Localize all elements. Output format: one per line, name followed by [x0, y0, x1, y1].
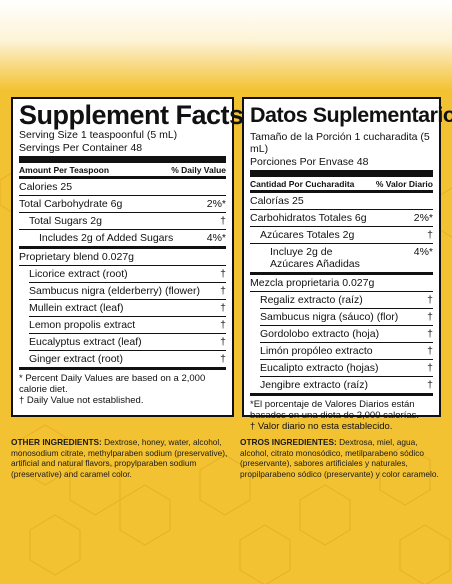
ingredient-value: †: [220, 268, 226, 280]
proprietary-blend-label: Mezcla proprietaria 0.027g: [250, 277, 375, 289]
daily-value-header: % Daily Value: [171, 165, 226, 175]
ingredient-label: Limón propóleo extracto: [260, 345, 373, 357]
calories-row: Calorías 25: [250, 193, 433, 210]
background-top-fade: [0, 0, 452, 90]
ingredient-value: †: [427, 294, 433, 306]
thick-divider: [250, 170, 433, 177]
carbohydrate-row: Total Carbohydrate 6g 2%*: [19, 196, 226, 213]
ingredient-value: †: [220, 285, 226, 297]
sugars-label: Total Sugars 2g: [29, 215, 102, 227]
ingredient-row: Regaliz extracto (raíz) †: [260, 292, 433, 309]
servings-per-container: Servings Per Container 48: [19, 141, 143, 154]
ingredient-label: Eucalipto extracto (hojas): [260, 362, 379, 374]
added-sugars-row: Incluye 2g de Azúcares Añadidas 4%*: [250, 244, 433, 275]
servings-per-container: Porciones Por Envase 48: [250, 155, 369, 168]
panel-title: Supplement Facts: [19, 100, 244, 130]
footnotes: *El porcentaje de Valores Diarios están …: [250, 396, 433, 432]
ingredient-row: Licorice extract (root) †: [29, 266, 226, 283]
ingredient-value: †: [220, 353, 226, 365]
proprietary-blend-label: Proprietary blend 0.027g: [19, 251, 134, 263]
ingredient-label: Jengibre extracto (raíz): [260, 379, 368, 391]
not-established-footnote: † Daily Value not established.: [19, 395, 144, 406]
sugars-row: Azúcares Totales 2g †: [250, 227, 433, 244]
calories-label: Calorías 25: [250, 195, 304, 207]
ingredient-list: Licorice extract (root) † Sambucus nigra …: [19, 266, 226, 367]
carbohydrate-label: Carbohidratos Totales 6g: [250, 212, 367, 224]
amount-header: Cantidad Por Cucharadita: [250, 179, 355, 189]
added-sugars-value: 4%*: [413, 246, 433, 258]
other-ingredients-english: OTHER INGREDIENTS: Dextrose, honey, wate…: [11, 437, 234, 479]
sugars-label: Azúcares Totales 2g: [260, 229, 355, 241]
ingredient-value: †: [220, 336, 226, 348]
ingredient-label: Licorice extract (root): [29, 268, 128, 280]
daily-value-footnote: * Percent Daily Values are based on a 2,…: [19, 373, 206, 395]
other-ingredients-label: OTROS INGREDIENTES:: [240, 437, 337, 447]
ingredient-list: Regaliz extracto (raíz) † Sambucus nigra …: [250, 292, 433, 393]
other-ingredients-text: Dextrose, honey, water, alcohol, monosod…: [11, 437, 228, 479]
thick-divider: [19, 156, 226, 163]
ingredient-value: †: [427, 345, 433, 357]
datos-suplementarios-panel: Datos Suplementarios Tamaño de la Porció…: [242, 97, 452, 432]
ingredient-row: Sambucus nigra (sáuco) (flor) †: [260, 309, 433, 326]
not-established-footnote: † Valor diario no esta establecido.: [250, 421, 393, 432]
ingredient-value: †: [220, 319, 226, 331]
medium-divider: [250, 393, 433, 396]
panel-title: Datos Suplementarios: [250, 103, 452, 127]
footnotes: * Percent Daily Values are based on a 2,…: [19, 370, 226, 406]
ingredient-row: Jengibre extracto (raíz) †: [260, 377, 433, 393]
ingredient-value: †: [220, 302, 226, 314]
carbohydrate-label: Total Carbohydrate 6g: [19, 198, 123, 210]
ingredient-value: †: [427, 328, 433, 340]
ingredient-label: Sambucus nigra (sáuco) (flor): [260, 311, 399, 323]
ingredient-row: Limón propóleo extracto †: [260, 343, 433, 360]
proprietary-blend-row: Proprietary blend 0.027g: [19, 249, 226, 266]
added-sugars-row: Includes 2g of Added Sugars 4%*: [19, 230, 226, 249]
column-header: Amount Per Teaspoon % Daily Value: [19, 163, 226, 176]
ingredient-value: †: [427, 362, 433, 374]
ingredient-label: Ginger extract (root): [29, 353, 123, 365]
medium-divider: [19, 367, 226, 370]
ingredient-label: Regaliz extracto (raíz): [260, 294, 363, 306]
amount-header: Amount Per Teaspoon: [19, 165, 110, 175]
carbohydrate-row: Carbohidratos Totales 6g 2%*: [250, 210, 433, 227]
ingredient-label: Gordolobo extracto (hoja): [260, 328, 380, 340]
ingredient-value: †: [427, 311, 433, 323]
ingredient-label: Mullein extract (leaf): [29, 302, 124, 314]
sugars-row: Total Sugars 2g †: [19, 213, 226, 230]
supplement-facts-panel: Supplement Facts Serving Size 1 teaspoon…: [11, 97, 244, 417]
medium-divider: [19, 176, 226, 179]
calories-label: Calories 25: [19, 181, 73, 193]
ingredient-row: Eucalipto extracto (hojas) †: [260, 360, 433, 377]
ingredient-label: Lemon propolis extract: [29, 319, 136, 331]
daily-value-header: % Valor Diario: [375, 179, 433, 189]
sugars-value: †: [427, 229, 433, 241]
ingredient-row: Ginger extract (root) †: [29, 351, 226, 367]
added-sugars-label: Incluye 2g de Azúcares Añadidas: [270, 246, 360, 270]
other-ingredients-spanish: OTROS INGREDIENTES: Dextrosa, miel, agua…: [240, 437, 445, 479]
column-header: Cantidad Por Cucharadita % Valor Diario: [250, 177, 433, 190]
proprietary-blend-row: Mezcla proprietaria 0.027g: [250, 275, 433, 292]
other-ingredients-label: OTHER INGREDIENTS:: [11, 437, 102, 447]
ingredient-row: Eucalyptus extract (leaf) †: [29, 334, 226, 351]
ingredient-row: Sambucus nigra (elderberry) (flower) †: [29, 283, 226, 300]
calories-row: Calories 25: [19, 179, 226, 196]
other-ingredients-text: Dextrosa, miel, agua, alcohol, citrato m…: [240, 437, 439, 479]
carbohydrate-value: 2%*: [413, 212, 433, 224]
ingredient-row: Mullein extract (leaf) †: [29, 300, 226, 317]
ingredient-value: †: [427, 379, 433, 391]
daily-value-footnote: *El porcentaje de Valores Diarios están …: [250, 399, 420, 421]
serving-size: Tamaño de la Porción 1 cucharadita (5 mL…: [250, 130, 430, 156]
added-sugars-label: Includes 2g of Added Sugars: [39, 232, 174, 244]
ingredient-label: Eucalyptus extract (leaf): [29, 336, 142, 348]
ingredient-row: Gordolobo extracto (hoja) †: [260, 326, 433, 343]
carbohydrate-value: 2%*: [206, 198, 226, 210]
ingredient-label: Sambucus nigra (elderberry) (flower): [29, 285, 200, 297]
sugars-value: †: [220, 215, 226, 227]
medium-divider: [250, 190, 433, 193]
ingredient-row: Lemon propolis extract †: [29, 317, 226, 334]
serving-size: Serving Size 1 teaspoonful (5 mL): [19, 129, 178, 141]
added-sugars-value: 4%*: [206, 232, 226, 244]
